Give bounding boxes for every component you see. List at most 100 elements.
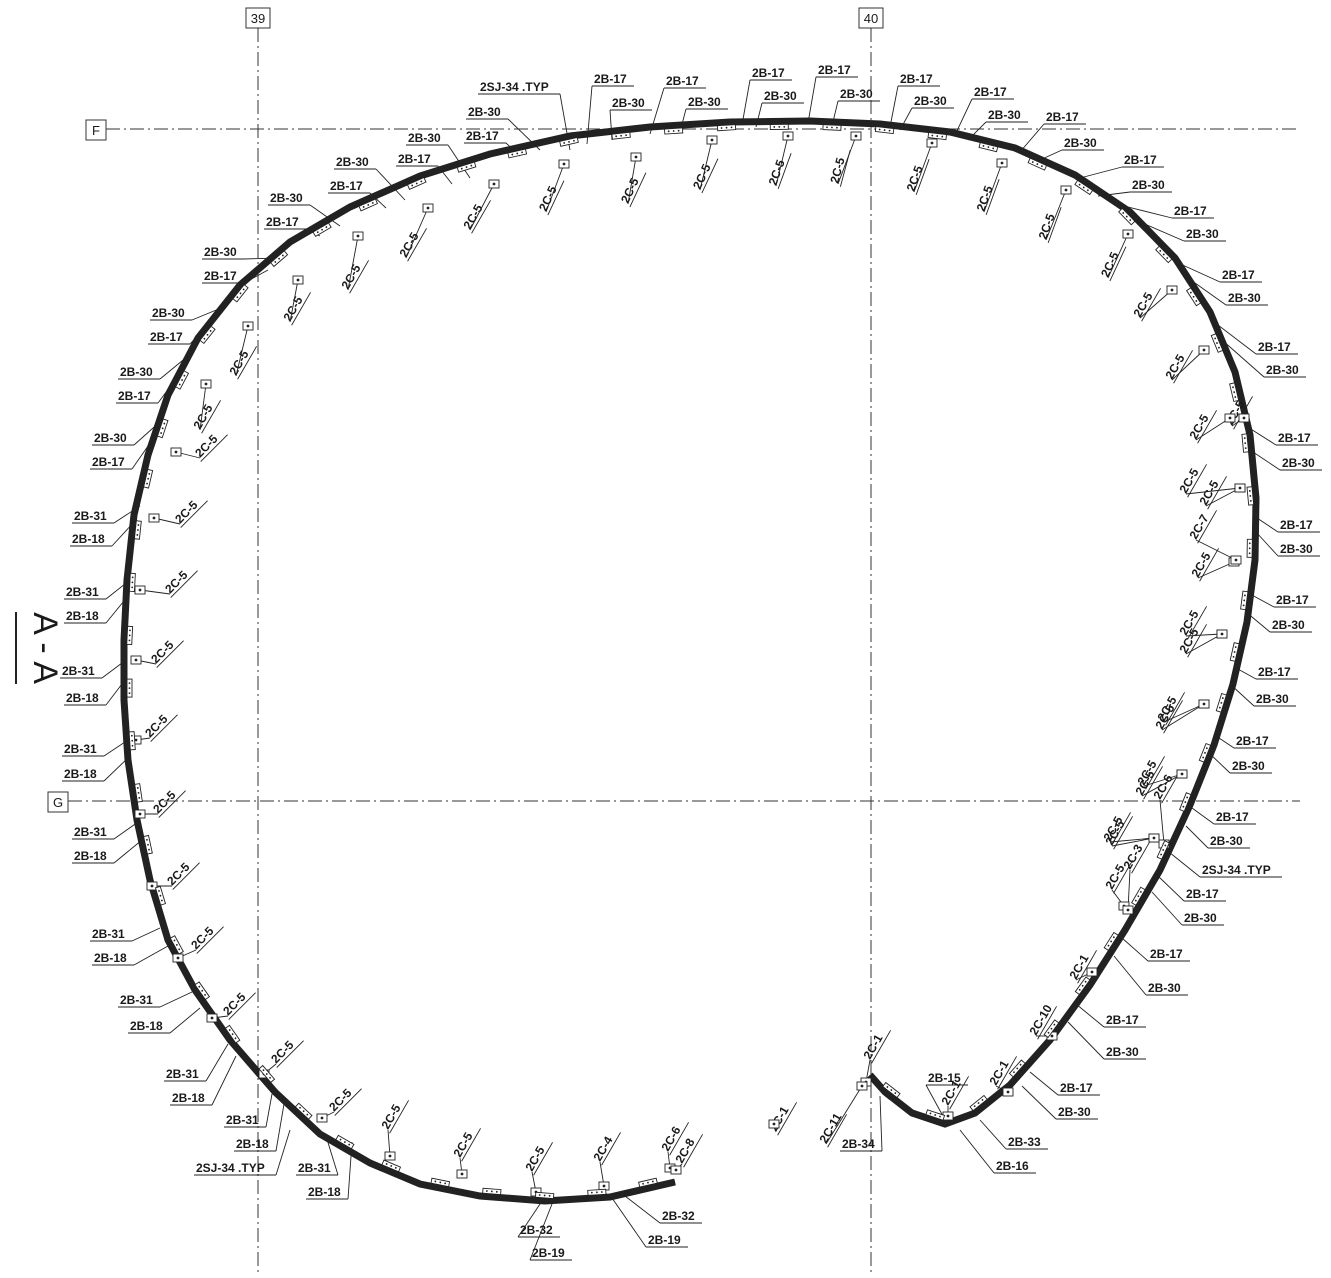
leader-line [1139, 221, 1185, 242]
bolt-dot [131, 739, 134, 742]
bolt-dot [161, 427, 164, 430]
bolt-dot [1242, 604, 1245, 607]
bolt-dot [878, 128, 881, 131]
bolt-dot [492, 182, 496, 186]
connector-underline [237, 346, 257, 380]
leader-line [169, 1007, 201, 1034]
member-label: 2B-30 [204, 245, 237, 259]
grid-label-40: 40 [864, 11, 878, 26]
splice-plate [406, 176, 427, 190]
leader-line [1255, 531, 1279, 557]
connector-label-group: 2C-7 [1186, 510, 1217, 544]
leader-line [275, 1129, 291, 1176]
member-label: 2B-17 [1046, 110, 1079, 124]
bolt-dot [137, 791, 140, 794]
bolt-dot [1110, 940, 1113, 943]
connector-underline [1037, 1006, 1057, 1040]
bolt-dot [175, 943, 178, 946]
member-label: 2B-30 [1186, 227, 1219, 241]
leader-line [517, 1203, 541, 1238]
member-label: 2B-17 [1276, 593, 1309, 607]
connector-leader [1109, 837, 1155, 843]
leader-line [755, 102, 763, 128]
bolt-dot [1189, 291, 1192, 294]
member-label: 2B-30 [1282, 456, 1315, 470]
bolt-dot [388, 1154, 392, 1158]
connector-label: 2C-1 [766, 1104, 791, 1134]
bolt-dot [1233, 391, 1236, 394]
bolt-dot [568, 140, 570, 143]
splice-plate [927, 132, 948, 141]
splice-plate [1240, 590, 1249, 611]
bolt-dot [299, 1106, 301, 1109]
bolt-dot [348, 1143, 351, 1146]
member-label: 2B-30 [1280, 542, 1313, 556]
beam-ring [120, 117, 1260, 1205]
bolt-dot [562, 162, 566, 166]
connector-underline [1141, 288, 1161, 322]
member-label: 2B-30 [270, 191, 303, 205]
member-label: 2B-17 [398, 152, 431, 166]
bolt-dot [831, 126, 833, 129]
leader-line [925, 1084, 945, 1119]
connector-label: 2C-5 [378, 1102, 403, 1132]
bolt-dot [987, 146, 990, 149]
bolt-dot [625, 134, 627, 137]
connector-underline [1109, 246, 1127, 282]
splice-plate [1155, 245, 1173, 264]
connector-leader [199, 383, 207, 431]
bolt-dot [146, 838, 148, 841]
splice-plate [156, 418, 169, 439]
leader-line [611, 1197, 647, 1248]
bolt-dot [1086, 189, 1089, 192]
member-label: 2B-17 [1216, 810, 1249, 824]
bolt-dot [296, 278, 300, 282]
connector-label-group: 2C-5 [378, 1100, 409, 1134]
connector-underline [150, 714, 178, 742]
member-label: 2B-30 [152, 306, 185, 320]
bolt-dot [1234, 646, 1237, 649]
leader-line [131, 927, 161, 942]
bolt-dot [1220, 632, 1224, 636]
leader-line [1187, 277, 1227, 306]
member-label: 2B-17 [1106, 1013, 1139, 1027]
bolt-dot [1186, 796, 1189, 799]
connector-label-group: 2C-5 [188, 924, 224, 954]
bolt-dot [1125, 215, 1128, 218]
bolt-dot [1031, 161, 1034, 163]
bolt-dot [1234, 396, 1237, 398]
connector-leader [1205, 487, 1241, 507]
member-label: 2B-18 [74, 849, 107, 863]
member-label: 2B-18 [66, 691, 99, 705]
connector-label-group: 2C-5 [618, 172, 647, 208]
connector-underline [1187, 606, 1207, 640]
connector-leader [983, 162, 1003, 213]
connector-label: 2C-3 [1120, 842, 1145, 872]
leader-line [243, 257, 281, 260]
connector-label-group: 2C-5 [148, 638, 184, 668]
connector-label-group: 2C-5 [1036, 207, 1062, 244]
bolt-dot [1243, 594, 1246, 597]
connector-underline [777, 153, 792, 190]
leader-line [309, 204, 341, 227]
bolt-dot [356, 234, 360, 238]
splice-plate [1198, 742, 1212, 763]
connector-leader [627, 156, 637, 205]
bolt-dot [128, 692, 131, 694]
bolt-dot [136, 787, 139, 789]
bolt-dot [1090, 970, 1094, 974]
member-label: 2B-31 [74, 509, 107, 523]
splice-plate [169, 935, 184, 955]
member-label: 2SJ-34 .TYP [480, 80, 549, 94]
connector-label: 2C-1 [860, 1032, 885, 1062]
leader-line [959, 1129, 995, 1174]
member-label: 2SJ-34 .TYP [196, 1161, 265, 1175]
member-label: 2B-17 [594, 72, 627, 86]
connector-leader [1139, 289, 1173, 319]
bolt-dot [1126, 908, 1130, 912]
bolt-dot [826, 126, 828, 129]
connector-label-group: 2C-5 [150, 788, 186, 818]
connector-leader [1185, 633, 1223, 637]
bolt-dot [1013, 1071, 1015, 1074]
bolt-dot [1047, 1031, 1050, 1034]
